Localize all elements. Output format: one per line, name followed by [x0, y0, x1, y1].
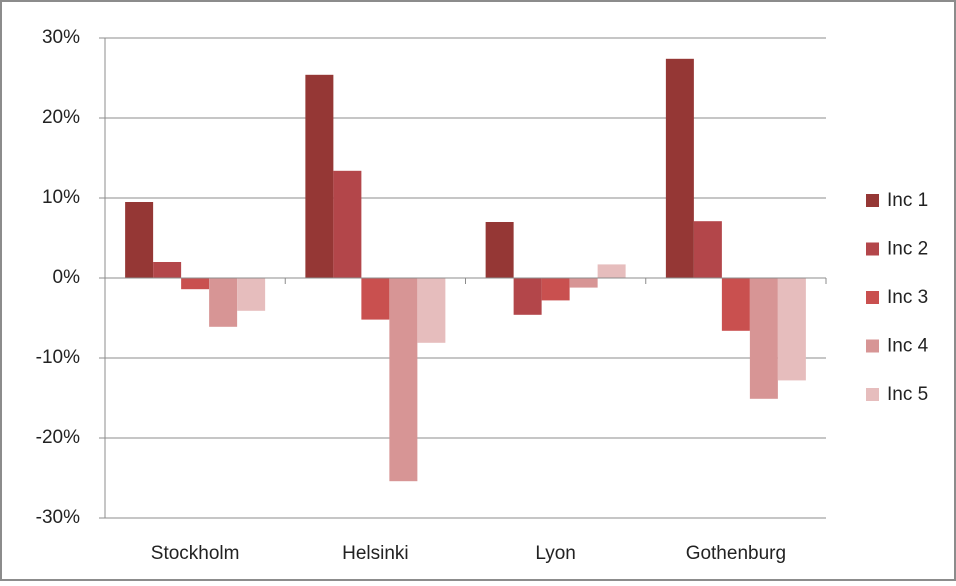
bar [361, 278, 390, 320]
legend-label: Inc 2 [887, 239, 928, 260]
y-tick-label: -30% [36, 507, 80, 528]
bar [209, 278, 238, 327]
legend-label: Inc 4 [887, 336, 929, 357]
bar [237, 278, 266, 311]
bar [181, 278, 210, 290]
bar [333, 170, 362, 278]
y-tick-label: 0% [53, 267, 81, 288]
x-tick-label: Lyon [535, 543, 576, 564]
legend-swatch [866, 194, 879, 207]
bar [541, 278, 570, 301]
bar [513, 278, 542, 315]
legend-swatch [866, 242, 879, 256]
legend-swatch [866, 339, 879, 353]
bar [597, 264, 626, 278]
bar [125, 202, 154, 278]
x-tick-label: Helsinki [342, 543, 409, 564]
x-tick-label: Gothenburg [686, 543, 786, 564]
bar [693, 221, 722, 278]
legend-label: Inc 1 [887, 190, 928, 211]
bar [485, 222, 514, 278]
y-tick-label: 30% [42, 27, 80, 48]
legend-label: Inc 5 [887, 384, 928, 405]
bar [389, 278, 418, 482]
legend-swatch [866, 291, 879, 304]
bar [305, 74, 334, 278]
y-tick-label: -10% [36, 347, 80, 368]
bar [665, 58, 694, 278]
bar [777, 278, 806, 381]
bar [417, 278, 446, 343]
bar [721, 278, 750, 331]
x-tick-label: Stockholm [151, 543, 240, 564]
bar [749, 278, 778, 399]
y-tick-label: 20% [42, 107, 80, 128]
y-tick-label: -20% [36, 427, 80, 448]
bar [153, 262, 182, 278]
legend-swatch [866, 388, 879, 401]
bar [569, 278, 598, 288]
y-tick-label: 10% [42, 187, 80, 208]
legend-label: Inc 3 [887, 287, 928, 308]
